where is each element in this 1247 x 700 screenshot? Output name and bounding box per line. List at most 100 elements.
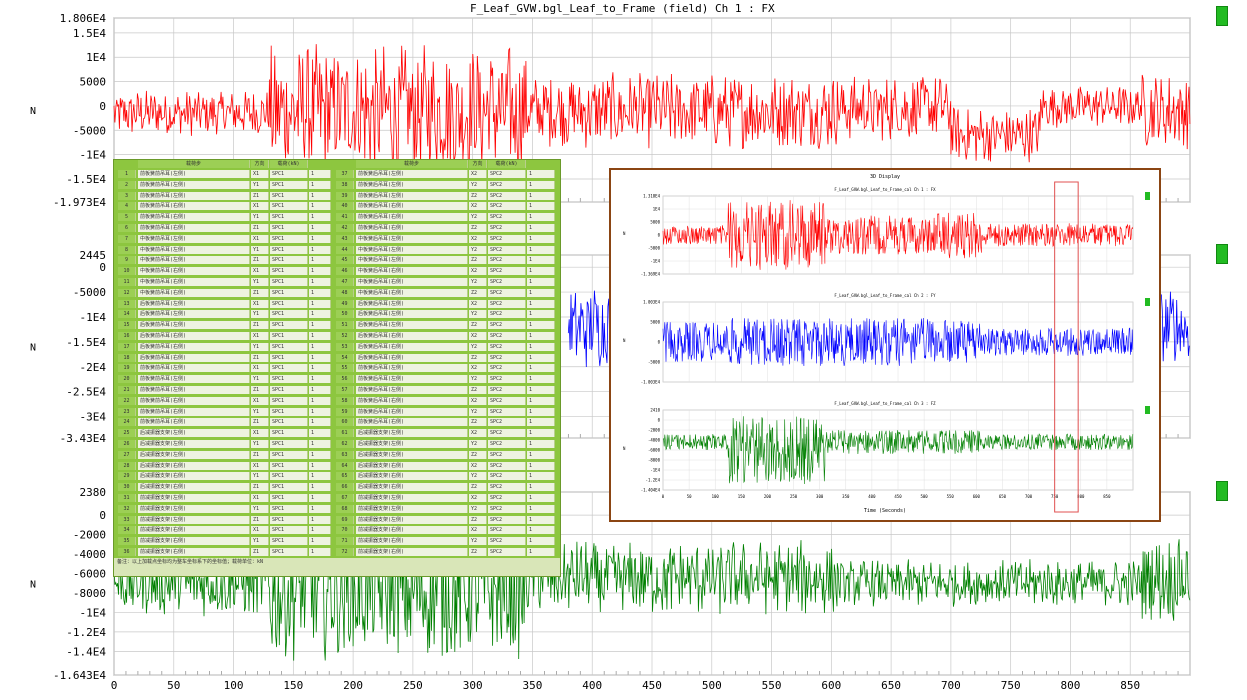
table-cell: 8 bbox=[118, 245, 136, 254]
table-cell: SPC2 bbox=[488, 224, 526, 232]
table-cell: 51 bbox=[336, 321, 354, 330]
inset-plot-title: F_Leaf_GVW.bgl_Leaf_to_Frame_cal Ch 1 : … bbox=[834, 187, 936, 192]
table-row: 3 前板簧前吊耳(左侧) Z1 SPC1 1 39 前板簧后吊耳(左侧) Z2 SPC2 1 bbox=[114, 191, 560, 201]
table-cell: Z1 bbox=[251, 224, 269, 232]
table-cell: 中板簧后吊耳(右侧) bbox=[356, 267, 468, 276]
y-tick-label: 2445 bbox=[80, 249, 107, 262]
table-cell: X2 bbox=[469, 494, 487, 502]
table-cell: SPC2 bbox=[488, 440, 526, 448]
table-header-cell: 载荷(kN) bbox=[488, 160, 526, 168]
table-cell: 1 bbox=[527, 526, 555, 535]
table-cell: SPC1 bbox=[270, 321, 308, 330]
x-tick-label: 500 bbox=[702, 679, 722, 692]
table-row: 24 前板簧前吊耳(右侧) Z1 SPC1 1 60 前板簧后吊耳(右侧) Z2 SPC2 1 bbox=[114, 418, 560, 427]
signal-trace bbox=[113, 525, 1191, 661]
table-cell: 中板簧后吊耳(左侧) bbox=[356, 234, 468, 243]
table-cell: Z1 bbox=[251, 288, 269, 297]
table-cell: Z1 bbox=[251, 191, 269, 200]
table-cell: X1 bbox=[251, 202, 269, 211]
table-cell: 中板簧前吊耳(右侧) bbox=[138, 267, 250, 276]
table-cell: 前减振器支架(右侧) bbox=[138, 526, 250, 535]
inset-y-tick-label: -8000 bbox=[648, 458, 661, 463]
table-cell: 1 bbox=[309, 213, 331, 222]
table-cell: 23 bbox=[118, 407, 136, 416]
table-cell: 前板簧后吊耳(左侧) bbox=[356, 364, 468, 373]
table-cell: 后减振器支架(左侧) bbox=[138, 429, 250, 438]
inset-x-tick-label: 800 bbox=[1077, 494, 1085, 499]
table-cell: SPC2 bbox=[488, 267, 526, 276]
table-cell: 后板簧后吊耳(右侧) bbox=[356, 332, 468, 340]
table-cell: SPC1 bbox=[270, 407, 308, 416]
table-cell: 43 bbox=[336, 234, 354, 243]
table-row: 14 后板簧前吊耳(左侧) Y1 SPC1 1 50 后板簧后吊耳(左侧) Y2 SPC2 1 bbox=[114, 310, 560, 319]
table-row: 33 前减振器支架(左侧) Z1 SPC1 1 69 前减振器支架(左侧) Z2 SPC2 1 bbox=[114, 515, 560, 525]
x-tick-label: 600 bbox=[821, 679, 841, 692]
table-cell: 33 bbox=[118, 515, 136, 524]
table-cell: 1 bbox=[309, 224, 331, 232]
table-cell: Y2 bbox=[469, 537, 487, 546]
table-cell: SPC1 bbox=[270, 450, 308, 459]
table-row: 8 中板簧前吊耳(左侧) Y1 SPC1 1 44 中板簧后吊耳(左侧) Y2 SPC2 1 bbox=[114, 245, 560, 255]
table-row: 36 前减振器支架(右侧) Z1 SPC1 1 72 前减振器支架(右侧) Z2 SPC2 1 bbox=[114, 548, 560, 557]
y-tick-label: -6000 bbox=[73, 568, 106, 581]
table-cell: Z2 bbox=[469, 483, 487, 492]
table-cell: SPC1 bbox=[270, 461, 308, 470]
table-cell: 12 bbox=[118, 288, 136, 297]
table-cell: 28 bbox=[118, 461, 136, 470]
table-cell: 53 bbox=[336, 342, 354, 351]
channel-3-indicator-icon[interactable] bbox=[1216, 481, 1228, 501]
table-cell: 1 bbox=[309, 288, 331, 297]
table-cell: SPC1 bbox=[270, 224, 308, 232]
table-row: 21 前板簧前吊耳(左侧) Z1 SPC1 1 57 前板簧后吊耳(左侧) Z2 SPC2 1 bbox=[114, 386, 560, 395]
table-cell: 前减振器支架(左侧) bbox=[138, 494, 250, 502]
table-cell: 59 bbox=[336, 407, 354, 416]
channel-1-indicator-icon[interactable] bbox=[1216, 6, 1228, 26]
table-cell: X1 bbox=[251, 526, 269, 535]
y-tick-label: -2.5E4 bbox=[66, 386, 106, 399]
table-cell: 1 bbox=[309, 418, 331, 427]
inset-3d-display: 3D Display F_Leaf_GVW.bgl_Leaf_to_Frame_c… bbox=[609, 168, 1161, 522]
table-cell: 1 bbox=[527, 548, 555, 556]
table-cell: 中板簧前吊耳(左侧) bbox=[138, 245, 250, 254]
table-row: 11 中板簧前吊耳(右侧) Y1 SPC1 1 47 中板簧后吊耳(右侧) Y2 SPC2 1 bbox=[114, 278, 560, 287]
table-cell: 66 bbox=[336, 483, 354, 492]
x-tick-label: 0 bbox=[111, 679, 118, 692]
table-cell: 1 bbox=[527, 515, 555, 524]
inset-x-tick-label: 150 bbox=[738, 494, 746, 499]
load-case-table-footer: 备注：以上加载点坐标均为整车坐标系下的坐标值；载荷单位：kN bbox=[114, 558, 560, 576]
table-row: 18 后板簧前吊耳(右侧) Z1 SPC1 1 54 后板簧后吊耳(右侧) Z2 SPC2 1 bbox=[114, 353, 560, 363]
table-cell: 1 bbox=[309, 321, 331, 330]
table-cell: 1 bbox=[309, 526, 331, 535]
table-cell: 62 bbox=[336, 440, 354, 448]
table-cell: SPC1 bbox=[270, 504, 308, 513]
table-cell: SPC1 bbox=[270, 234, 308, 243]
table-cell: 21 bbox=[118, 386, 136, 394]
inset-y-tick-label: -6000 bbox=[648, 448, 661, 453]
table-cell: 50 bbox=[336, 310, 354, 319]
inset-y-tick-label: 5000 bbox=[650, 220, 660, 225]
table-cell: Y2 bbox=[469, 278, 487, 286]
table-cell: 1 bbox=[309, 256, 331, 265]
y-tick-label: 1.5E4 bbox=[73, 27, 106, 40]
table-row: 15 后板簧前吊耳(左侧) Z1 SPC1 1 51 后板簧后吊耳(左侧) Z2 SPC2 1 bbox=[114, 321, 560, 330]
table-cell: Z1 bbox=[251, 515, 269, 524]
y-tick-label: 0 bbox=[99, 509, 106, 522]
y-tick-label: 5000 bbox=[80, 76, 107, 89]
table-cell: 42 bbox=[336, 224, 354, 232]
table-cell: 1 bbox=[309, 170, 331, 178]
table-cell: 1 bbox=[527, 375, 555, 384]
inset-y-tick-label: 0 bbox=[658, 233, 661, 238]
table-cell: SPC1 bbox=[270, 310, 308, 319]
table-cell: 1 bbox=[527, 267, 555, 276]
table-cell: 前板簧前吊耳(左侧) bbox=[138, 180, 250, 189]
table-cell: Y2 bbox=[469, 472, 487, 481]
table-cell: 56 bbox=[336, 375, 354, 384]
table-row: 12 中板簧前吊耳(右侧) Z1 SPC1 1 48 中板簧后吊耳(右侧) Z2 SPC2 1 bbox=[114, 288, 560, 298]
table-cell: 1 bbox=[527, 461, 555, 470]
table-cell: 1 bbox=[527, 332, 555, 340]
y-axis-label: N bbox=[30, 343, 36, 354]
y-tick-label: 0 bbox=[99, 100, 106, 113]
table-cell: 前板簧后吊耳(左侧) bbox=[356, 170, 468, 178]
table-cell: 4 bbox=[118, 202, 136, 211]
channel-2-indicator-icon[interactable] bbox=[1216, 244, 1228, 264]
